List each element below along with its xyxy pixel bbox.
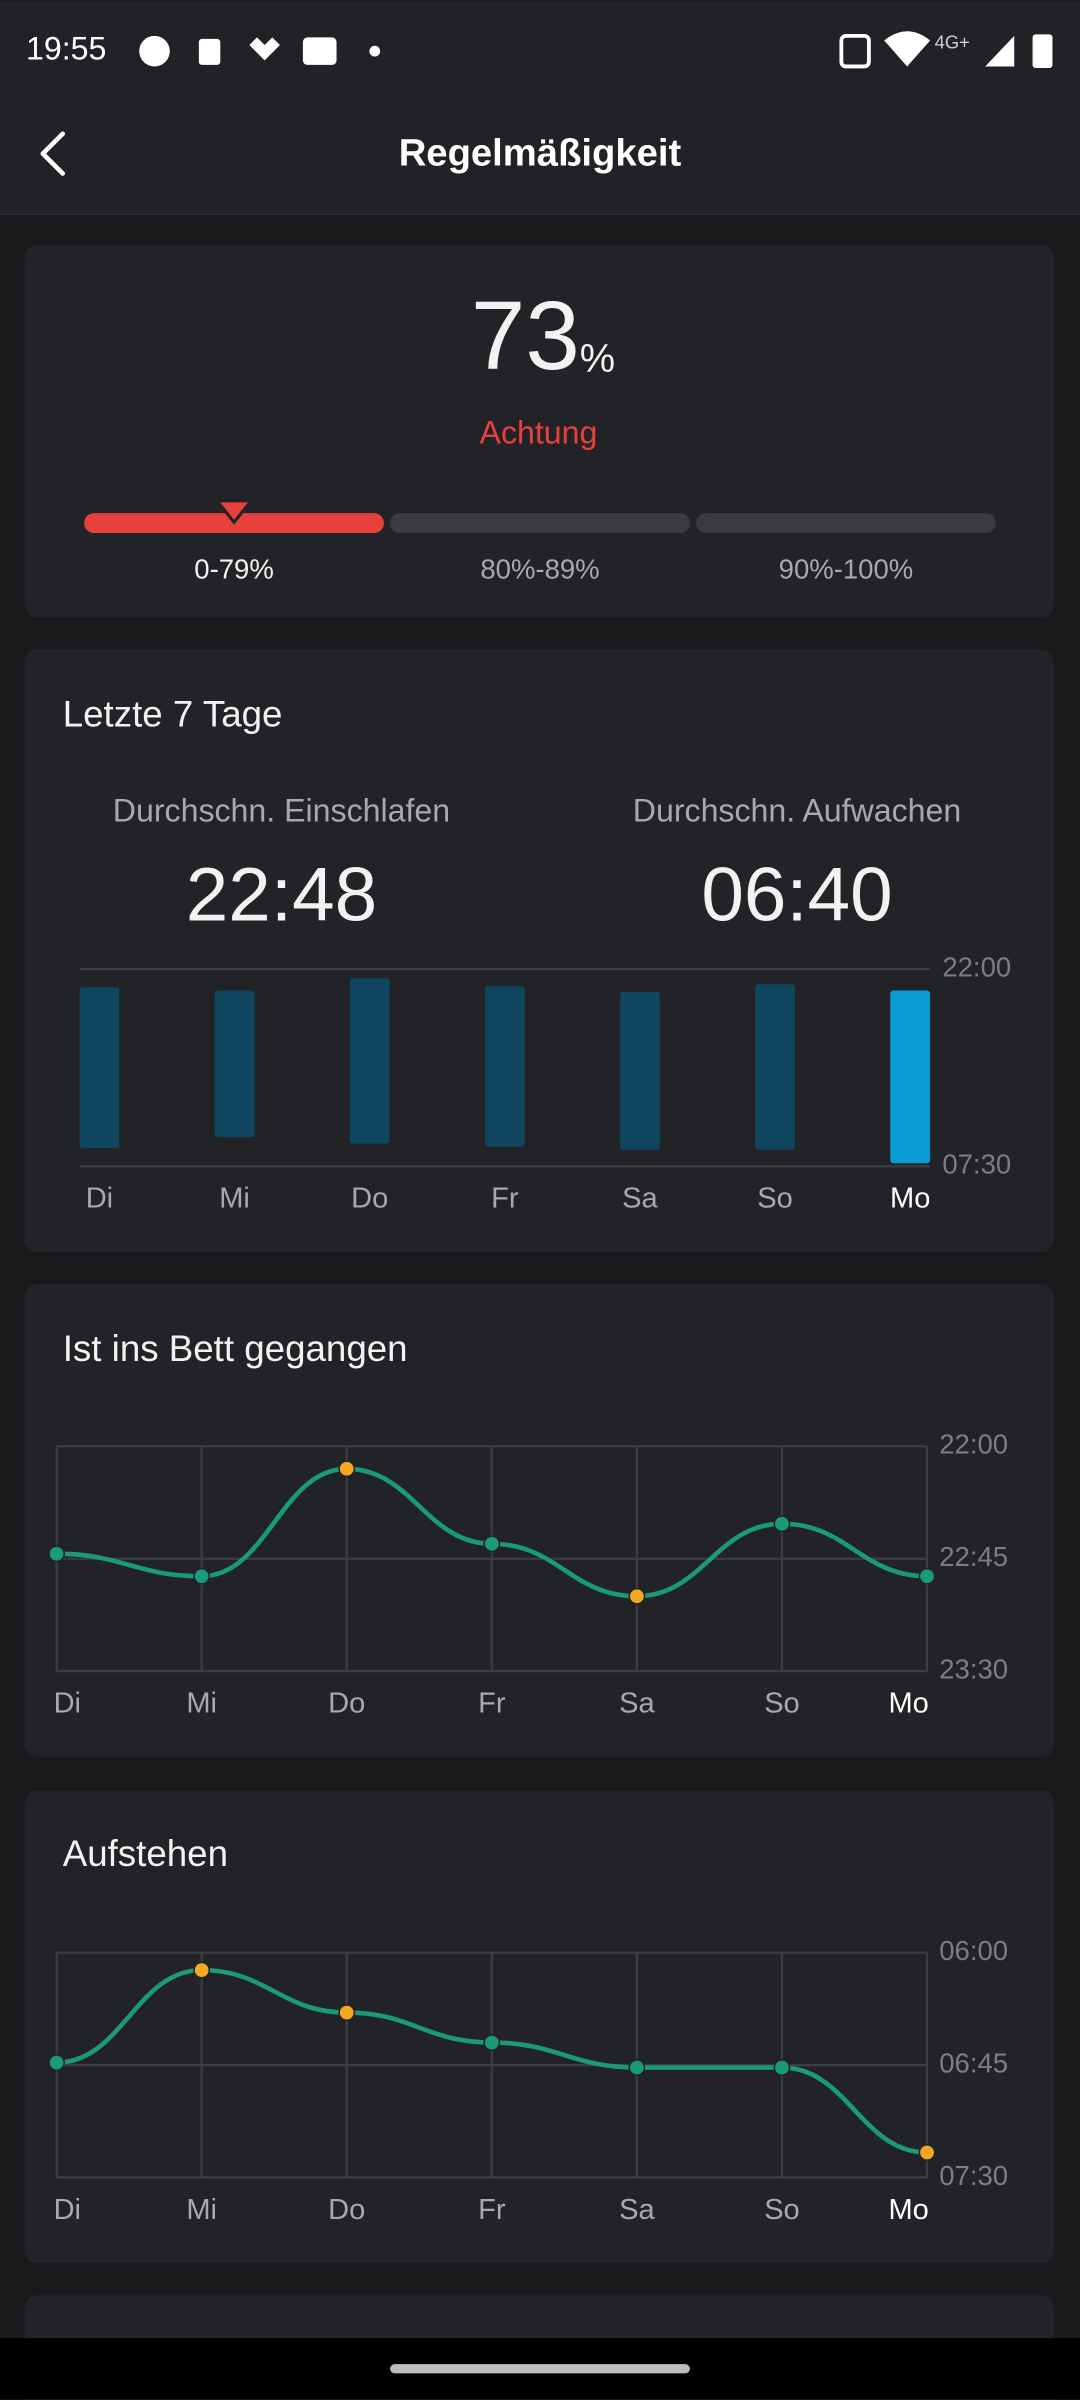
- x-tick-label: Sa: [619, 2194, 655, 2226]
- status-icons: [139, 31, 1053, 69]
- network-type: 4G+: [935, 31, 970, 52]
- status-time: 19:55: [26, 31, 106, 67]
- point: [338, 2004, 356, 2022]
- nfc-icon: [839, 33, 871, 69]
- bar: [79, 987, 120, 1148]
- app-icon: [139, 35, 170, 67]
- y-tick-label: 22:00: [942, 951, 1011, 982]
- x-tick-label: Fr: [478, 1687, 506, 1719]
- app-icon: [198, 38, 221, 65]
- point: [48, 1545, 66, 1563]
- app-icon: [369, 45, 381, 57]
- point: [628, 1587, 646, 1605]
- y-tick-label: 07:30: [939, 2160, 1008, 2191]
- y-tick-label: 23:30: [939, 1653, 1008, 1684]
- card-title: Letzte 7 Tage: [63, 693, 283, 734]
- x-tick-label: Fr: [491, 1183, 519, 1215]
- x-tick-label: Di: [54, 2194, 81, 2226]
- bar: [890, 990, 931, 1164]
- x-tick-label: Mo: [888, 1687, 928, 1719]
- bar: [484, 985, 525, 1147]
- bar: [620, 991, 660, 1150]
- y-tick-label: 06:45: [939, 2047, 1008, 2078]
- point: [483, 2034, 501, 2051]
- x-tick-label: Fr: [478, 2194, 506, 2226]
- week-chart: 22:00 07:30 Di Mi Do Fr Sa So Mo: [79, 951, 1011, 1215]
- x-tick-label: So: [764, 2194, 800, 2226]
- point: [193, 1567, 211, 1585]
- x-tick-label: Do: [328, 1687, 365, 1719]
- signal-icon: [985, 35, 1015, 67]
- x-tick-label: Mi: [186, 2194, 217, 2226]
- point: [48, 2054, 66, 2071]
- page-title: Regelmäßigkeit: [399, 131, 682, 174]
- wifi-icon: [884, 31, 931, 67]
- card-title: Aufstehen: [63, 1833, 228, 1874]
- x-tick-label: Mo: [890, 1183, 930, 1215]
- point: [773, 2059, 791, 2076]
- x-tick-label: Sa: [619, 1687, 655, 1719]
- x-tick-label: So: [757, 1183, 793, 1215]
- range-scale: 0-79% 80%-89% 90%-100%: [84, 499, 996, 585]
- x-tick-label: Sa: [622, 1183, 658, 1215]
- range-marker: [214, 499, 255, 525]
- point: [338, 1460, 356, 1478]
- score-status: Achtung: [480, 415, 598, 451]
- x-tick-label: Di: [54, 1687, 81, 1719]
- wakeup-chart: 06:00 06:45 07:30 Di Mi Do Fr Sa So Mo: [48, 1935, 1008, 2226]
- bedtime-card: [24, 1284, 1054, 1757]
- bedtime-chart: 22:00 22:45 23:30 Di Mi Do Fr Sa So Mo: [48, 1429, 1008, 1719]
- x-tick-label: Mi: [186, 1687, 217, 1719]
- range-segment: [696, 513, 996, 534]
- point: [193, 1961, 211, 1979]
- x-tick-label: Do: [351, 1183, 388, 1215]
- point: [628, 2059, 646, 2076]
- x-tick-label: Mi: [219, 1183, 250, 1215]
- bar: [755, 984, 795, 1150]
- week-card: [24, 649, 1054, 1253]
- x-tick-label: Di: [86, 1183, 113, 1215]
- point: [773, 1515, 791, 1533]
- avg-value: 06:40: [701, 852, 892, 937]
- battery-icon: [1032, 34, 1053, 68]
- score-unit: %: [580, 337, 615, 381]
- point: [918, 2144, 936, 2161]
- bar: [214, 990, 255, 1138]
- x-tick-label: Do: [328, 2194, 365, 2226]
- card-title: Ist ins Bett gegangen: [63, 1328, 408, 1369]
- app-bar: [0, 0, 1080, 214]
- bar: [349, 978, 390, 1144]
- back-button[interactable]: [40, 131, 66, 176]
- score-value: 73: [471, 280, 580, 390]
- range-label: 90%-100%: [779, 554, 914, 585]
- range-segment: [390, 513, 690, 534]
- x-tick-label: Mo: [888, 2194, 928, 2226]
- range-label: 80%-89%: [480, 554, 599, 585]
- app-icon: [302, 37, 337, 65]
- wakeup-card: [24, 1790, 1054, 2264]
- x-tick-label: So: [764, 1687, 800, 1719]
- range-label: 0-79%: [194, 554, 274, 585]
- app-icon: [249, 37, 280, 61]
- y-tick-label: 06:00: [939, 1935, 1008, 1966]
- home-indicator[interactable]: [390, 2364, 690, 2374]
- avg-label: Durchschn. Aufwachen: [633, 792, 961, 828]
- avg-label: Durchschn. Einschlafen: [113, 792, 450, 828]
- y-tick-label: 22:00: [939, 1429, 1008, 1460]
- point: [483, 1535, 501, 1553]
- point: [918, 1567, 936, 1585]
- y-tick-label: 07:30: [942, 1149, 1011, 1180]
- y-tick-label: 22:45: [939, 1541, 1008, 1572]
- avg-value: 22:48: [186, 852, 377, 937]
